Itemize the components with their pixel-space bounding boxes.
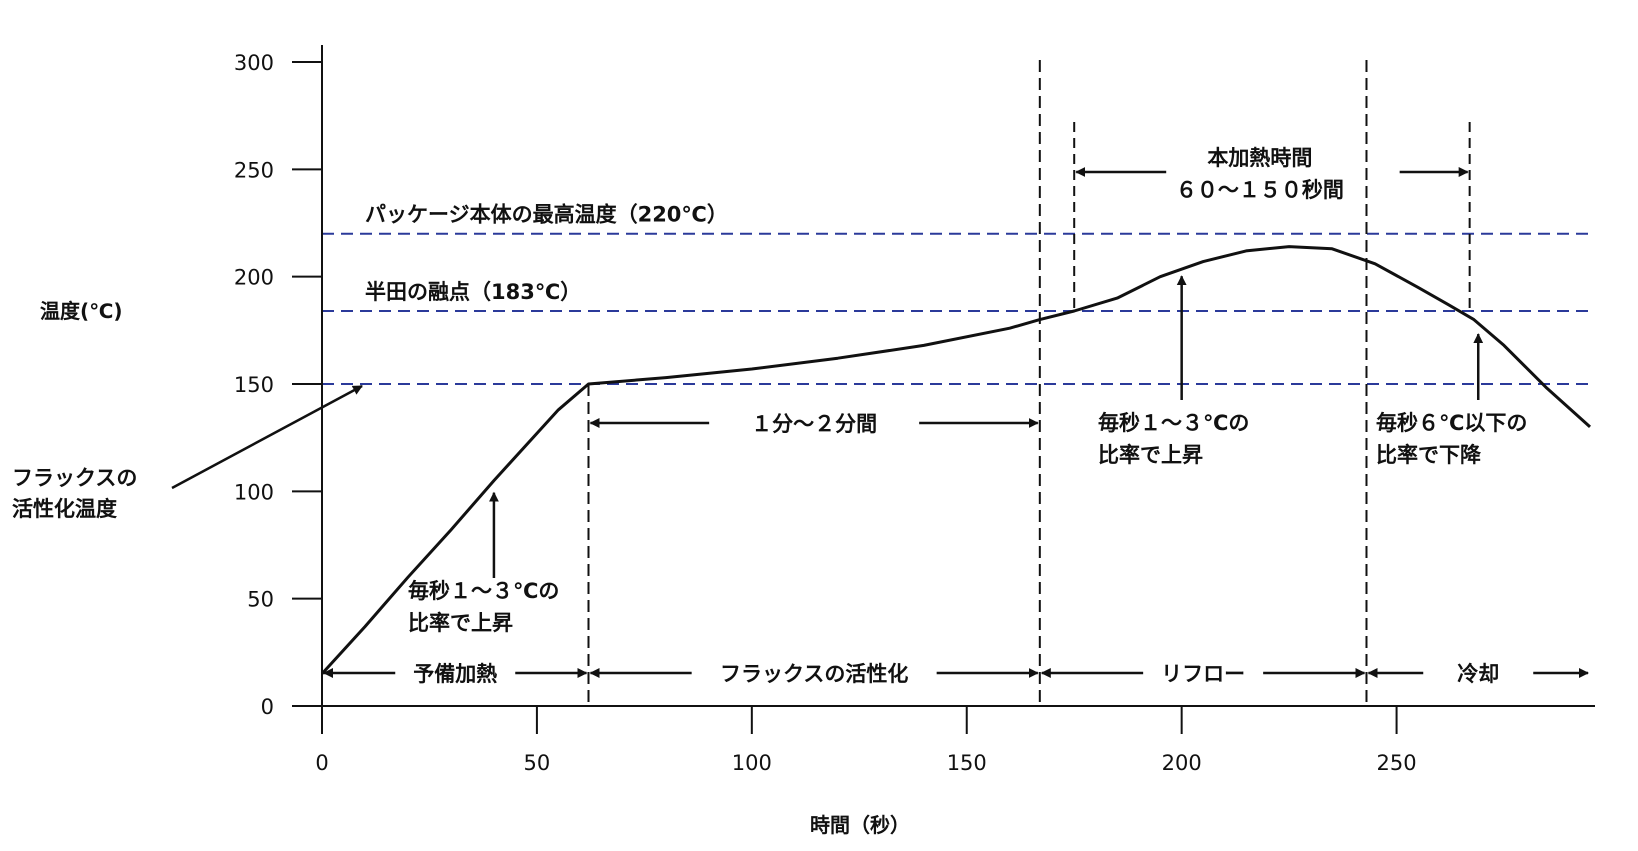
flux-temp-pointer: [171, 384, 363, 490]
temperature-profile-line: [320, 245, 1592, 675]
y-tick-label: 200: [234, 266, 274, 290]
y-tick-label: 0: [261, 695, 274, 719]
interval-label: １分～２分間: [751, 412, 877, 436]
rate-annotation-line: 比率で下降: [1376, 443, 1482, 467]
y-tick-label: 100: [234, 480, 274, 504]
axes: 0 50 100 150 200 250 300 0 50 100 150 200 250: [234, 45, 1595, 775]
x-tick-label: 150: [947, 751, 987, 775]
reference-line-label: パッケージ本体の最高温度（220℃）: [365, 203, 728, 227]
phase-label: フラックスの活性化: [720, 662, 908, 686]
x-tick-label: 100: [732, 751, 772, 775]
rate-annotation-line: 毎秒１～３℃の: [408, 579, 559, 603]
phase-label: リフロー: [1161, 662, 1245, 686]
main-heating-range: ６０～１５０秒間: [1176, 178, 1344, 202]
rate-annotation-line: 毎秒１～３℃の: [1098, 411, 1249, 435]
y-tick-label: 150: [234, 373, 274, 397]
phase-labels: 予備加熱 フラックスの活性化 リフロー 冷却: [323, 662, 1589, 686]
x-tick-label: 50: [524, 751, 551, 775]
reference-lines: パッケージ本体の最高温度（220℃） 半田の融点（183℃）: [322, 203, 1590, 385]
x-axis-label: 時間（秒）: [810, 813, 910, 837]
y-tick-label: 50: [247, 588, 274, 612]
y-tick-label: 300: [234, 51, 274, 75]
reference-line-label: 半田の融点（183℃）: [365, 280, 581, 304]
x-tick-label: 0: [315, 751, 328, 775]
rate-annotation-line: 毎秒６℃以下の: [1376, 411, 1527, 435]
main-heating-title: 本加熱時間: [1207, 146, 1312, 170]
series: [320, 245, 1592, 675]
flux-temp-label-line: 活性化温度: [12, 497, 117, 521]
y-axis-label: 温度(℃): [40, 299, 123, 323]
x-tick-label: 250: [1377, 751, 1417, 775]
phase-label: 冷却: [1457, 662, 1499, 686]
flux-temp-label-line: フラックスの: [12, 466, 137, 490]
rate-annotation-line: 比率で上昇: [1098, 443, 1203, 467]
annotations: １分～２分間本加熱時間６０～１５０秒間フラックスの活性化温度毎秒１～３℃の比率で…: [12, 122, 1527, 635]
x-tick-label: 200: [1162, 751, 1202, 775]
y-tick-label: 250: [234, 158, 274, 182]
phase-label: 予備加熱: [413, 662, 497, 686]
rate-annotation-line: 比率で上昇: [408, 611, 513, 635]
